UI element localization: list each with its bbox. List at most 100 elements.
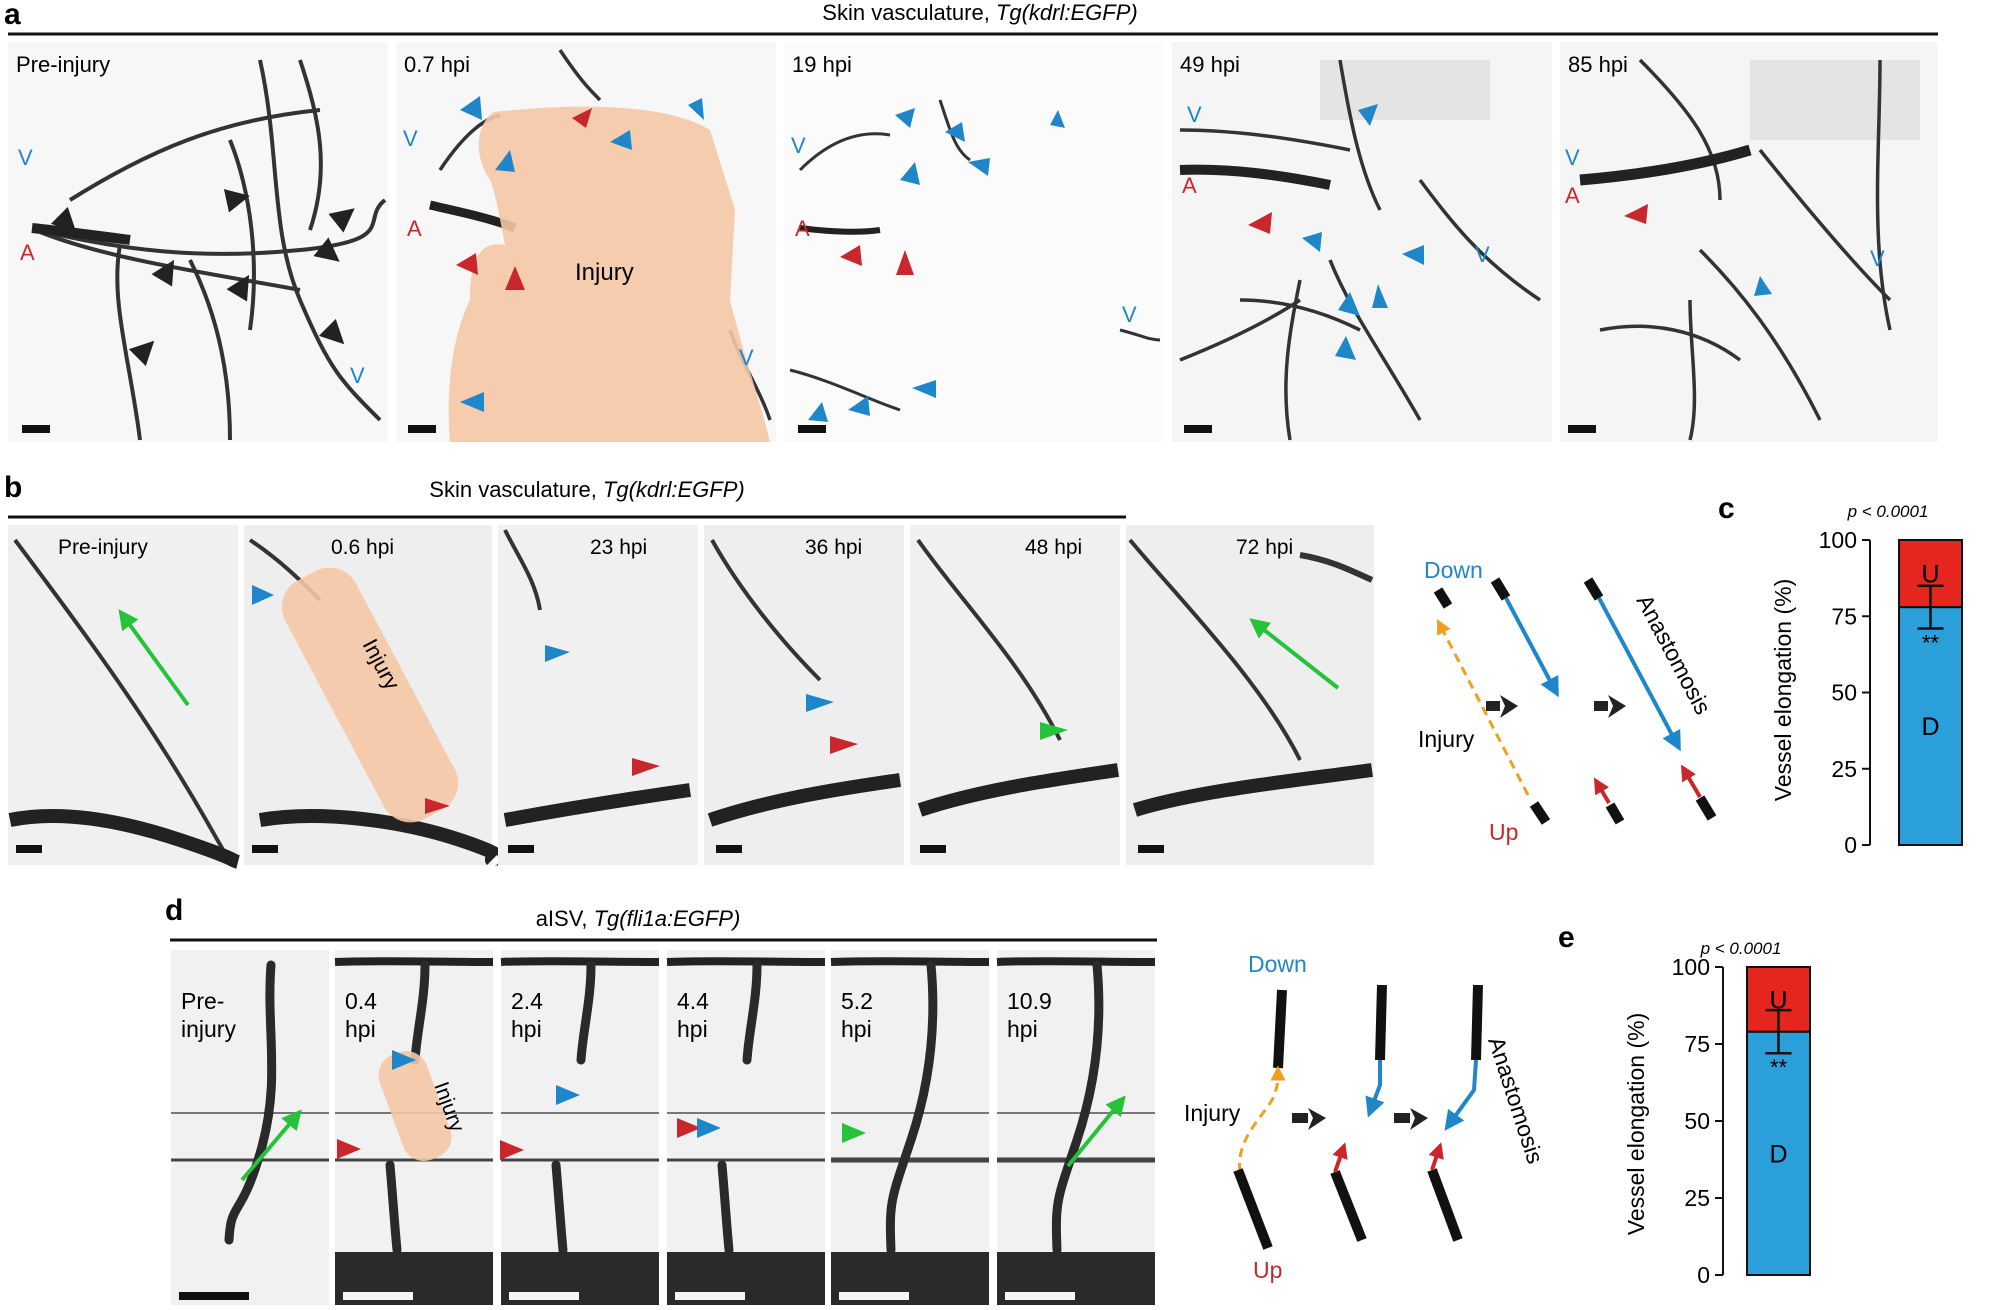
vein-label: V [18,145,33,170]
frame-label: 0.7 hpi [404,52,470,77]
vein-label: V [1475,242,1490,267]
panel-d-frames: Pre-injury0.4hpi2.4hpi4.4hpi5.2hpi10.9hp… [171,950,1156,1305]
p-value: p < 0.0001 [1700,939,1782,958]
y-tick-label: 50 [1684,1108,1710,1134]
frame-label: 49 hpi [1180,52,1240,77]
frame-label: hpi [677,1016,708,1042]
panel-b-frame-6: 72 hpi [1126,525,1374,865]
p-value: p < 0.0001 [1847,502,1929,521]
scale-bar [408,425,436,433]
y-tick-label: 50 [1831,680,1857,706]
arrowhead-green [1040,722,1068,740]
panel-b-letter: b [4,471,22,504]
arrowhead-blue [460,392,484,412]
panel-b-title: Skin vasculature, Tg(kdrl:EGFP) [429,477,744,502]
schematic-up-label: Up [1253,1257,1282,1283]
scale-bar [839,1292,909,1300]
panel-a: a Skin vasculature, Tg(kdrl:EGFP) [4,0,1938,442]
bar-segment-label: D [1921,713,1939,741]
scale-bar [1138,845,1164,853]
vein-label: V [1565,145,1580,170]
y-tick-label: 75 [1831,603,1857,629]
significance-marker: ** [1922,630,1940,655]
y-axis-label: Vessel elongation (%) [1623,1013,1649,1235]
scale-bar [16,845,42,853]
scale-bar [509,1292,579,1300]
panel-a-frame-3: 19 hpi V A V [784,42,1164,442]
panel-a-frame-2: Injury 0.7 hpi V A V [396,42,776,442]
artery-label: A [795,216,810,241]
arrowhead-green [842,1123,866,1143]
vein-label: V [1187,102,1202,127]
schematic-anastomosis-label: Anastomosis [1483,1034,1548,1167]
arrowhead-blue [1372,284,1388,308]
arrowhead-red [632,758,660,776]
panel-b-frame-2: Injury 0.6 hpi [244,525,505,867]
panel-b-frame-4: 36 hpi [704,525,904,865]
schematic-anastomosis-label: Anastomosis [1632,590,1717,718]
arrowhead-blue [556,1085,580,1105]
frame-label: Pre-injury [58,536,148,559]
scale-bar [1005,1292,1075,1300]
frame-label: 48 hpi [1025,536,1082,559]
arrowhead-blue [495,150,515,172]
arrowhead-red [840,245,862,266]
arrowhead-red [500,1140,524,1160]
frame-label: hpi [345,1016,376,1042]
injury-region [281,567,459,823]
frame-label: hpi [1007,1016,1038,1042]
y-tick-label: 25 [1684,1185,1710,1211]
panel-a-frame-5: 85 hpi V A V [1560,42,1938,442]
chart-c: 0 25 50 75 100 D U ** [1819,527,1963,858]
arrow-next [1410,1108,1428,1130]
y-tick-label: 75 [1684,1031,1710,1057]
vein-label: V [1870,246,1885,271]
arrowhead-blue [1302,232,1322,252]
artery-label: A [1182,173,1197,198]
schematic-down-label: Down [1424,557,1483,583]
panel-b: b Skin vasculature, Tg(kdrl:EGFP) Pre-in… [4,471,1717,869]
arrowhead-blue [1754,276,1772,296]
arrowhead-blue [697,1118,721,1138]
arrowhead-blue [1335,336,1356,360]
scale-bar [675,1292,745,1300]
artery-label: A [1565,183,1580,208]
y-tick-label: 0 [1844,832,1857,858]
arrow-next [1500,695,1518,718]
injury-region [378,1051,452,1161]
scale-bar [1184,425,1212,433]
vein-label: V [739,345,754,370]
frame-label: Pre-injury [16,52,110,77]
frame-label: 85 hpi [1568,52,1628,77]
frame-label: 0.6 hpi [331,536,394,559]
frame-label: Pre- [181,988,224,1014]
panel-b-frame-1: Pre-injury [8,525,240,869]
arrowhead-red [572,108,592,128]
panel-a-frame-4: 49 hpi V A V [1172,42,1552,442]
arrowhead-blue [900,162,920,185]
scale-bar [508,845,534,853]
frame-label: 5.2 [841,988,873,1014]
schematic-injury-label: Injury [1418,726,1475,752]
scale-bar [252,845,278,853]
arrowhead-red [896,250,914,275]
arrowhead-blue [848,396,870,416]
panel-d: d aISV, Tg(fli1a:EGFP) Pre-injury0.4hpi2… [165,894,1549,1305]
panel-c: c p < 0.0001 Vessel elongation (%) 0 25 50… [1718,492,1963,858]
scale-bar [343,1292,413,1300]
arrowhead-blue [1338,292,1360,316]
scale-bar [920,845,946,853]
bar-segment-D [1746,1030,1811,1277]
arrowhead-blue [912,380,936,398]
frame-label: 4.4 [677,988,709,1014]
scale-bar [179,1292,249,1300]
arrowhead-blue [460,96,482,120]
arrowhead-red [1624,204,1648,224]
bar-segment-label: D [1769,1140,1787,1168]
schematic-up-label: Up [1489,819,1518,845]
arrowhead-blue [806,694,834,712]
bar-segment-label: U [1921,561,1939,589]
arrowhead-red [337,1139,361,1159]
